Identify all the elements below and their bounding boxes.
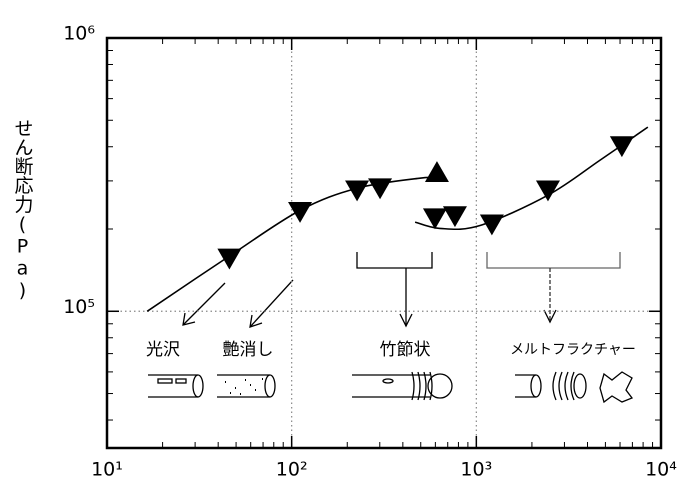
y-tick-label: 10⁶ [63,23,95,45]
x-tick-label: 10¹ [91,459,123,481]
annotation: 竹節状 [380,340,431,360]
data-point [217,249,241,270]
extrudate-illustrations [148,372,632,402]
x-tick-label: 10³ [460,459,492,481]
y-axis-label: せん断応力(Pa) [12,119,34,302]
annotation: メルトフラクチャー [510,342,636,358]
data-point [443,206,467,227]
arrows [183,252,620,327]
x-tick-label: 10⁴ [645,459,677,481]
y-tick-label: 10⁵ [63,296,95,318]
data-point [288,202,312,223]
chart: せん断応力(Pa) 10¹ 10² 10³ 10⁴ 10⁵ 10⁶ 光沢 艶消し 竹節状 メルトフ… [0,0,681,490]
data-point [425,161,449,182]
data-point [368,178,392,199]
fit-line [147,177,440,311]
annotation: 艶消し [223,340,274,360]
x-tick-label: 10² [276,459,308,481]
data-point [610,136,634,157]
annotation: 光沢 [146,340,180,360]
plot-frame [107,38,661,448]
